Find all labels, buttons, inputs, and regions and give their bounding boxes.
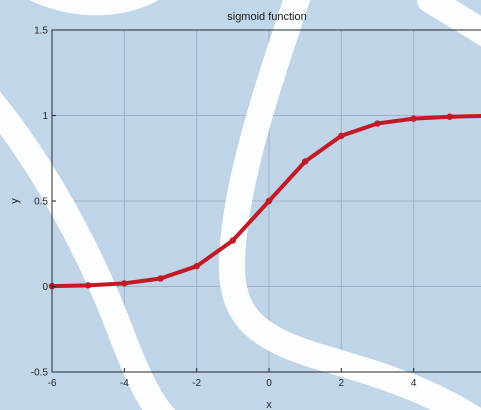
data-point-9: [374, 120, 381, 127]
data-point-4: [193, 262, 200, 270]
data-point-5: [229, 237, 237, 244]
x-tick-label-1: -4: [120, 378, 129, 389]
y-tick-label-1: 0: [42, 282, 48, 293]
chart-title: sigmoid function: [227, 11, 307, 23]
data-point-3: [157, 275, 164, 282]
x-tick-label-3: 0: [266, 378, 272, 389]
decorative-swoosh-2: [218, 0, 481, 410]
decorative-swoosh-0: [0, 91, 176, 410]
y-tick-label-2: 0.5: [34, 197, 48, 208]
data-point-7: [301, 158, 309, 165]
data-point-8: [338, 132, 345, 140]
data-point-2: [121, 280, 128, 287]
data-point-10: [410, 115, 417, 122]
data-point-11: [446, 113, 454, 120]
data-point-1: [84, 282, 92, 289]
x-tick-label-5: 4: [411, 378, 417, 389]
x-axis-label: x: [266, 399, 272, 410]
axis-ticks: -6 -4 -2 0 2 4 -0.5 0 0.5 1 1.5: [31, 26, 417, 390]
y-tick-label-4: 1.5: [34, 26, 48, 37]
decorative-swoosh-1: [29, 0, 159, 16]
decorative-swoosh-3: [417, 0, 481, 47]
y-tick-label-0: -0.5: [31, 368, 49, 379]
y-tick-label-3: 1: [42, 111, 48, 122]
x-tick-label-2: -2: [192, 378, 201, 389]
x-tick-label-4: 2: [339, 378, 345, 389]
series-group: [48, 113, 481, 290]
x-tick-label-0: -6: [48, 378, 57, 389]
y-axis-label: y: [9, 198, 21, 204]
data-point-6: [265, 197, 273, 205]
